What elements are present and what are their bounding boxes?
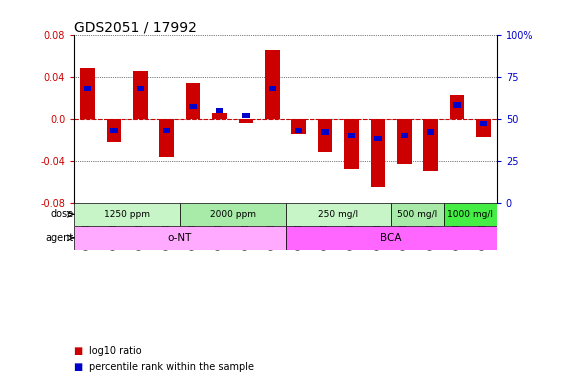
Bar [401,133,408,138]
Text: o-NT: o-NT [168,233,192,243]
Bar [136,86,144,91]
Bar [159,119,174,157]
Bar [444,203,497,226]
Bar [133,71,147,119]
Bar [480,121,487,126]
Bar [180,203,286,226]
Bar [286,203,391,226]
Text: percentile rank within the sample: percentile rank within the sample [89,362,254,372]
Bar [453,103,461,108]
Bar [239,119,253,123]
Text: 2000 ppm: 2000 ppm [210,210,256,219]
Bar [397,119,412,164]
Text: 250 mg/l: 250 mg/l [318,210,359,219]
Text: agent: agent [46,233,74,243]
Bar [427,129,435,135]
Bar [344,119,359,169]
Bar [212,113,227,119]
Bar [216,108,223,113]
Bar [80,68,95,119]
Bar [110,128,118,133]
Text: ■: ■ [74,362,87,372]
Bar [186,83,200,119]
Bar [391,203,444,226]
Bar [74,203,180,226]
Bar [318,119,332,152]
Bar [74,226,286,250]
Bar [295,128,303,133]
Bar [291,119,306,134]
Text: dose: dose [51,209,74,219]
Text: 1250 ppm: 1250 ppm [104,210,150,219]
Bar [163,128,170,133]
Bar [286,226,497,250]
Text: GDS2051 / 17992: GDS2051 / 17992 [74,21,197,35]
Bar [371,119,385,187]
Text: log10 ratio: log10 ratio [89,346,141,356]
Bar [424,119,438,171]
Text: ■: ■ [74,346,87,356]
Bar [321,129,329,135]
Bar [348,133,355,138]
Bar [374,136,381,141]
Bar [268,86,276,91]
Text: 500 mg/l: 500 mg/l [397,210,437,219]
Bar [476,119,491,137]
Bar [190,104,197,109]
Bar [107,119,121,142]
Bar [84,86,91,91]
Bar [265,50,280,119]
Text: 1000 mg/l: 1000 mg/l [447,210,493,219]
Bar [242,113,250,118]
Bar [450,96,464,119]
Text: BCA: BCA [380,233,402,243]
